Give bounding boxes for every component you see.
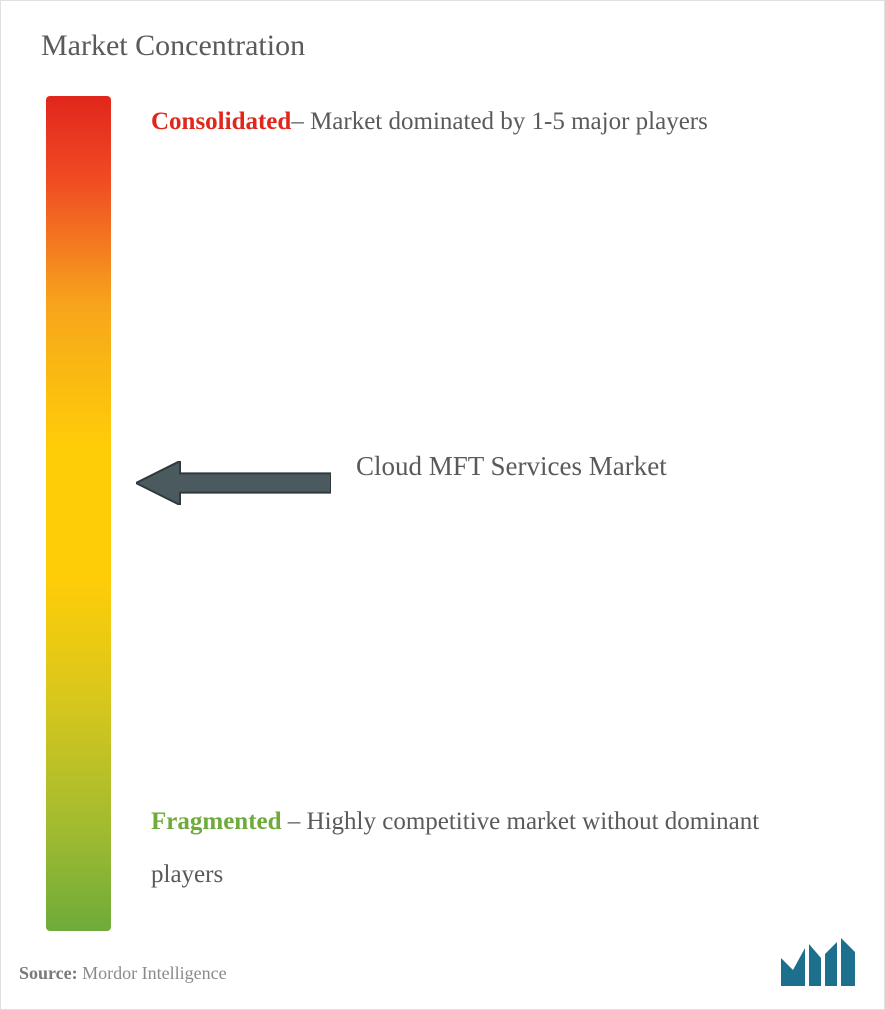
consolidated-description: – Market dominated by 1-5 major players <box>291 108 708 135</box>
source-attribution: Source: Mordor Intelligence <box>19 963 227 984</box>
source-prefix: Source: <box>19 963 78 983</box>
consolidated-label: Consolidated– Market dominated by 1-5 ma… <box>151 96 824 149</box>
consolidated-highlight: Consolidated <box>151 108 291 135</box>
market-name-label: Cloud MFT Services Market <box>356 446 696 487</box>
market-position-arrow <box>136 461 331 505</box>
arrow-left-icon <box>136 461 331 505</box>
concentration-gradient-bar <box>46 96 111 931</box>
mordor-logo-icon <box>779 936 859 991</box>
fragmented-label: Fragmented – Highly competitive market w… <box>151 796 824 901</box>
source-name: Mordor Intelligence <box>82 963 226 983</box>
fragmented-highlight: Fragmented <box>151 808 282 835</box>
page-title: Market Concentration <box>41 29 305 63</box>
